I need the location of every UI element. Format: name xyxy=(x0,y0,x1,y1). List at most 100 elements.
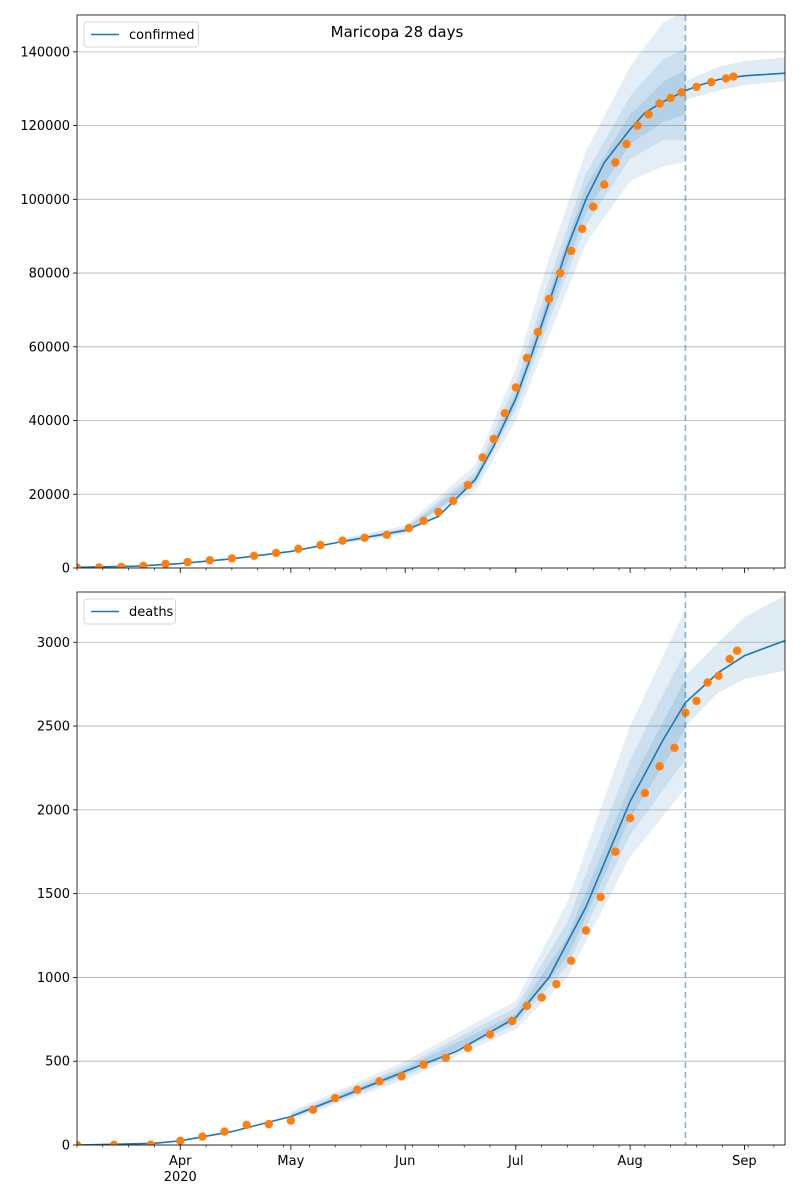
observed-point xyxy=(655,99,664,108)
y-tick-label: 140000 xyxy=(20,45,70,60)
observed-point xyxy=(434,507,443,517)
observed-point xyxy=(308,1105,318,1115)
axes-frame xyxy=(76,14,786,569)
observed-point xyxy=(714,671,723,680)
y-tick-label: 20000 xyxy=(29,488,70,503)
observed-point xyxy=(511,383,520,392)
uncertainty-band xyxy=(290,650,686,1119)
y-tick-label: 60000 xyxy=(29,340,70,355)
observed-point xyxy=(77,563,82,568)
observed-point xyxy=(404,524,414,533)
legend-box xyxy=(83,21,199,48)
observed-point xyxy=(397,1072,406,1081)
observed-point xyxy=(677,88,686,97)
observed-point xyxy=(622,139,631,149)
x-tick-label: Jul xyxy=(507,1154,524,1169)
observed-point xyxy=(670,743,679,752)
observed-point xyxy=(353,1085,362,1094)
observed-point xyxy=(703,678,712,687)
chart-panel-confirmed: 0 20000 40000 60000 80000 100000 120000 140000 c… xyxy=(20,14,786,577)
observed-point xyxy=(581,926,591,935)
y-tick-label: 0 xyxy=(62,1139,70,1154)
observed-point xyxy=(589,202,598,211)
observed-point xyxy=(294,544,303,553)
observed-point xyxy=(94,563,104,568)
observed-point xyxy=(463,480,473,490)
observed-point xyxy=(692,696,701,706)
x-tick-label: 2020 xyxy=(164,1170,197,1185)
observed-point xyxy=(478,453,487,462)
observed-point xyxy=(485,1030,495,1039)
observed-point xyxy=(578,224,587,233)
observed-point xyxy=(533,327,543,337)
observed-point xyxy=(544,294,554,304)
y-tick-label: 1000 xyxy=(37,971,70,986)
observed-point xyxy=(316,540,325,550)
observed-point xyxy=(286,1116,296,1125)
observed-point xyxy=(552,979,561,989)
figure-title: Maricopa 28 days xyxy=(331,23,464,41)
observed-point xyxy=(463,1043,473,1053)
observed-point xyxy=(271,548,281,558)
observed-point xyxy=(566,956,576,965)
observed-point xyxy=(666,93,675,103)
observed-point xyxy=(419,1060,428,1069)
observed-point xyxy=(205,556,214,565)
y-tick-label: 1500 xyxy=(37,887,70,902)
y-tick-label: 500 xyxy=(45,1055,70,1070)
y-tick-label: 80000 xyxy=(29,267,70,282)
observed-point xyxy=(600,180,609,189)
observed-point xyxy=(338,536,347,545)
observed-point xyxy=(655,762,664,771)
observed-point xyxy=(375,1077,384,1086)
observed-point xyxy=(139,561,148,568)
observed-point xyxy=(220,1127,229,1136)
observed-point xyxy=(448,496,458,506)
observed-point xyxy=(176,1136,185,1145)
observed-point xyxy=(198,1132,207,1141)
legend-label: deaths xyxy=(129,605,174,620)
observed-point xyxy=(441,1053,450,1063)
series-group xyxy=(77,595,785,1145)
legend: deaths xyxy=(83,598,176,625)
y-tick-label: 40000 xyxy=(29,414,70,429)
observed-point xyxy=(729,72,738,81)
observed-point xyxy=(522,353,532,363)
legend: confirmed xyxy=(83,21,199,48)
legend-label: confirmed xyxy=(129,28,195,43)
series-group xyxy=(77,15,785,568)
observed-point xyxy=(117,562,126,568)
uncertainty-band xyxy=(290,608,686,1120)
observed-point xyxy=(500,409,509,418)
observed-point xyxy=(725,654,734,664)
uncertainty-band xyxy=(290,679,686,1118)
y-tick-label: 2000 xyxy=(37,803,70,818)
observed-point xyxy=(109,1140,119,1145)
observed-point xyxy=(522,1001,532,1011)
observed-point xyxy=(633,121,642,130)
observed-point xyxy=(161,559,170,568)
observed-point xyxy=(489,434,498,444)
observed-point xyxy=(242,1120,251,1130)
observed-point xyxy=(555,268,565,278)
observed-point xyxy=(644,110,653,119)
observed-point xyxy=(382,530,391,539)
observed-point xyxy=(707,77,716,87)
observed-point xyxy=(330,1093,340,1103)
y-tick-label: 2500 xyxy=(37,720,70,735)
x-tick-label: Apr xyxy=(169,1154,192,1169)
observed-point xyxy=(264,1119,273,1129)
x-tick-label: Sep xyxy=(732,1154,757,1169)
observed-point xyxy=(640,788,650,798)
axes-frame xyxy=(76,591,786,1146)
observed-point xyxy=(227,554,237,563)
observed-point xyxy=(77,1140,82,1145)
x-tick-label: May xyxy=(277,1154,304,1169)
x-tick-label: Jun xyxy=(394,1154,415,1169)
y-tick-label: 0 xyxy=(62,562,70,577)
observed-point xyxy=(146,1140,155,1145)
observed-point xyxy=(721,74,731,83)
fit-line xyxy=(77,639,785,1145)
